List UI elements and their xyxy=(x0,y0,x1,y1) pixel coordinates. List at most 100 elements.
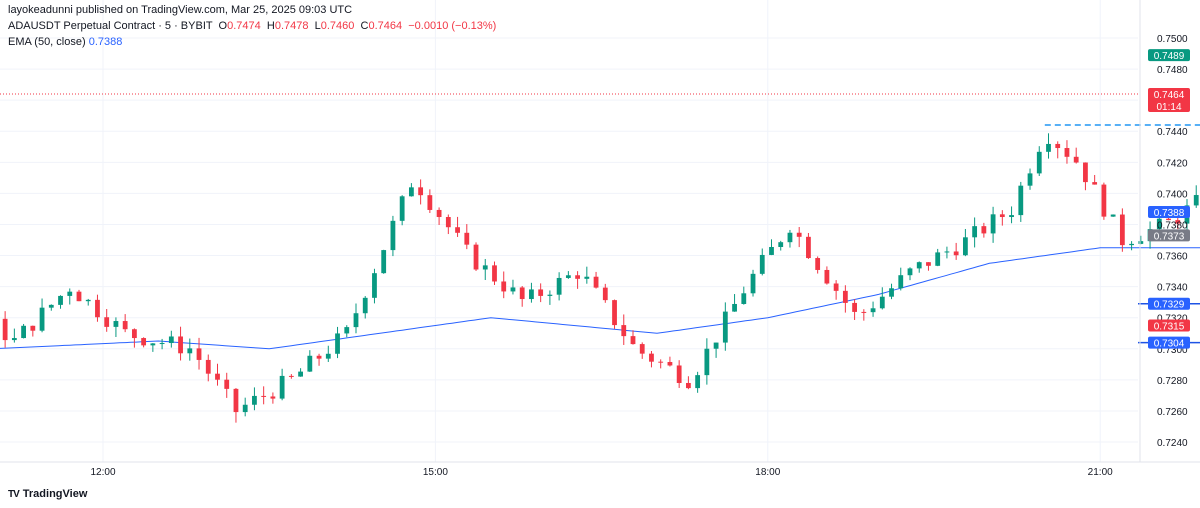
candle-body xyxy=(85,299,91,302)
tradingview-logo-icon: TV xyxy=(8,488,20,500)
price-badge xyxy=(1148,229,1190,242)
ema-path xyxy=(0,247,1200,350)
candle-body xyxy=(307,355,313,372)
y-tick-label: 0.7400 xyxy=(1157,189,1188,200)
grid-lines xyxy=(0,0,1138,462)
candle-body xyxy=(399,196,405,221)
candle-body xyxy=(436,209,442,218)
candle-body xyxy=(1166,218,1171,221)
candle-body xyxy=(1046,143,1051,152)
candle-body xyxy=(704,348,710,376)
candle-body xyxy=(796,232,802,237)
price-badge xyxy=(1148,49,1190,62)
candle-body xyxy=(113,321,119,327)
change-value: −0.0010 (−0.13%) xyxy=(408,20,497,32)
candle-body xyxy=(713,342,719,349)
candle-body xyxy=(196,348,202,360)
candle-body xyxy=(252,395,257,405)
candle-body xyxy=(30,325,36,331)
candle-body xyxy=(95,299,100,318)
candle-body xyxy=(584,276,590,279)
candle-body xyxy=(510,287,516,292)
candle-body xyxy=(879,296,885,309)
price-badge-label: 0.7373 xyxy=(1154,231,1185,242)
candle-body xyxy=(926,262,931,266)
candle-body xyxy=(999,214,1005,218)
candle-body xyxy=(750,273,756,294)
candle-body xyxy=(529,289,534,300)
y-tick-label: 0.7440 xyxy=(1157,127,1188,138)
symbol-name[interactable]: ADAUSDT Perpetual Contract · 5 · BYBIT xyxy=(8,20,213,32)
candle-body xyxy=(390,220,396,251)
ema-legend[interactable]: EMA (50, close) 0.7388 xyxy=(8,36,122,49)
candle-body xyxy=(565,275,571,278)
candle-body xyxy=(2,318,8,341)
y-tick-label: 0.7240 xyxy=(1157,438,1188,449)
price-axis[interactable]: 0.75000.74800.74600.74400.74200.74000.73… xyxy=(1157,34,1188,449)
candle-body xyxy=(852,302,857,312)
candle-body xyxy=(833,283,839,291)
candle-body xyxy=(150,343,156,346)
price-badge-label: 0.7388 xyxy=(1154,208,1185,219)
candle-body xyxy=(676,365,682,383)
candlestick-series xyxy=(2,133,1199,423)
symbol-ohlc-line: ADAUSDT Perpetual Contract · 5 · BYBIT O… xyxy=(8,20,496,33)
candle-body xyxy=(473,244,479,270)
candle-body xyxy=(104,317,110,327)
candle-body xyxy=(270,396,276,399)
ema-value: 0.7388 xyxy=(88,36,123,48)
price-badge-countdown: 01:14 xyxy=(1156,102,1181,113)
tradingview-brand[interactable]: TV TradingView xyxy=(8,488,87,500)
price-badge-label: 0.7489 xyxy=(1154,51,1185,62)
candle-body xyxy=(501,281,507,292)
price-badge xyxy=(1148,87,1190,112)
price-badge-label: 0.7304 xyxy=(1154,339,1185,350)
candle-body xyxy=(759,254,765,274)
open-value: 0.7474 xyxy=(227,20,261,32)
candle-body xyxy=(362,297,368,314)
candle-body xyxy=(344,327,350,334)
candle-body xyxy=(1064,148,1070,157)
candle-body xyxy=(861,311,867,313)
candle-body xyxy=(288,375,294,377)
candle-body xyxy=(639,344,645,354)
candle-body xyxy=(279,375,285,399)
candle-body xyxy=(916,262,922,269)
candle-body xyxy=(658,361,664,363)
candle-body xyxy=(233,388,239,413)
candle-body xyxy=(695,375,701,389)
candle-body xyxy=(519,287,525,300)
candle-body xyxy=(824,269,830,284)
brand-name: TradingView xyxy=(22,488,88,500)
candle-body xyxy=(427,195,433,210)
candle-body xyxy=(482,265,488,270)
close-value: 0.7464 xyxy=(368,20,403,32)
y-tick-label: 0.7260 xyxy=(1157,407,1188,418)
candle-body xyxy=(907,268,913,276)
candle-body xyxy=(76,291,82,302)
candle-body xyxy=(159,343,165,345)
candle-body xyxy=(11,338,17,341)
candle-body xyxy=(741,293,747,304)
candle-body xyxy=(1110,214,1116,217)
drawing-lines[interactable] xyxy=(0,93,1200,459)
candle-body xyxy=(48,304,54,308)
ema-line xyxy=(0,247,1200,350)
candle-body xyxy=(732,303,737,312)
candle-body xyxy=(178,336,183,354)
candle-body xyxy=(1193,195,1199,206)
candle-body xyxy=(131,329,137,339)
candle-body xyxy=(1175,220,1181,224)
y-tick-label: 0.7480 xyxy=(1157,65,1188,76)
candle-body xyxy=(778,242,784,247)
candle-body xyxy=(649,353,654,362)
candle-body xyxy=(815,258,821,270)
time-axis[interactable]: 12:0015:0018:0021:002503:0006:0009:0012:… xyxy=(0,0,1200,478)
price-badge-label: 0.7329 xyxy=(1154,300,1185,311)
low-label: L xyxy=(314,20,321,32)
candle-body xyxy=(21,325,26,339)
candle-body xyxy=(806,236,811,259)
candle-body xyxy=(1129,243,1134,246)
